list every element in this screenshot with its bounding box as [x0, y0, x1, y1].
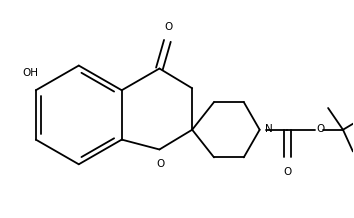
Text: O: O	[316, 124, 325, 134]
Text: O: O	[283, 167, 292, 177]
Text: O: O	[164, 22, 172, 32]
Text: N: N	[264, 124, 272, 134]
Text: OH: OH	[23, 68, 39, 78]
Text: O: O	[156, 159, 165, 169]
